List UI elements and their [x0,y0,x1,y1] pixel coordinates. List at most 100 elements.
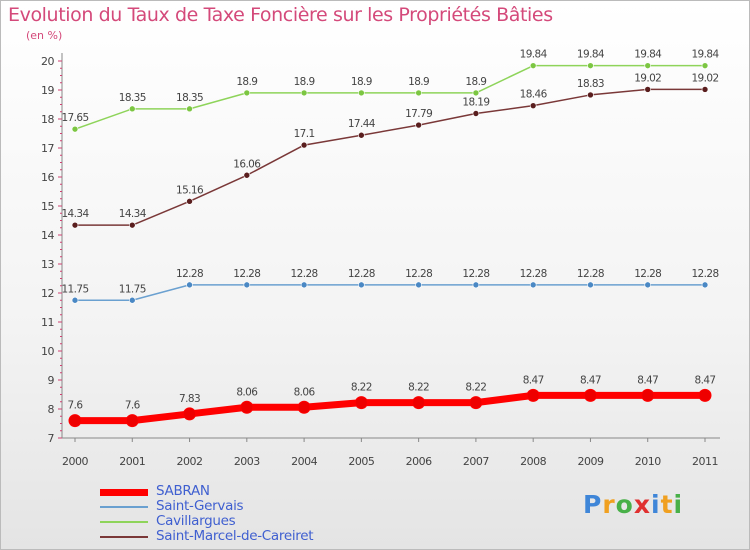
data-point [71,296,79,304]
y-tick-label: 20 [41,55,54,68]
data-point [354,396,368,410]
data-label: 8.47 [637,374,658,386]
data-label: 8.22 [351,382,372,394]
legend-label: Saint-Gervais [156,498,244,514]
data-point [472,281,480,289]
y-tick-label: 19 [41,84,54,97]
x-tick-label: 2006 [406,455,432,468]
data-point [128,105,136,113]
data-point [300,141,308,149]
x-tick-label: 2010 [635,455,661,468]
data-point [526,388,540,402]
data-label: 11.75 [119,283,146,295]
legend-swatch [100,521,148,523]
data-label: 18.46 [520,89,548,101]
chart-unit-label: (en %) [26,29,63,42]
data-point [68,414,82,428]
x-tick-label: 2004 [291,455,317,468]
data-point [587,281,594,289]
data-point [71,221,79,229]
proxiti-logo: Proxiti [583,490,683,519]
chart-axes: 7 8 9 10 11 12 13 14 15 16 17 18 19 20 2000 2001 2002 200… [41,53,720,468]
series-line [74,64,706,130]
data-point [583,388,597,402]
data-point [240,400,254,414]
data-point [358,131,365,139]
data-point [186,198,193,205]
data-point [415,121,422,129]
data-point [183,407,197,421]
logo-letter: r [602,490,616,519]
x-tick-label: 2011 [692,455,718,468]
y-tick-label: 8 [48,403,55,416]
data-label: 18.19 [462,96,489,108]
data-point [644,62,652,69]
x-tick-label: 2003 [234,455,260,468]
data-point [469,396,483,410]
data-label: 12.28 [291,268,318,280]
data-point [243,171,251,179]
data-label: 12.28 [176,268,203,280]
data-point [529,281,537,289]
data-label: 12.28 [520,268,547,280]
data-point [472,110,480,117]
y-tick-label: 7 [48,432,55,445]
x-tick-label: 2008 [520,455,546,468]
data-labels: 11.75 11.75 12.28 12.28 12.28 12.28 12.28 12.28… [61,49,720,412]
data-label: 19.84 [520,49,548,61]
y-tick-label: 12 [41,287,54,300]
data-point [243,281,251,289]
data-label: 12.28 [462,268,489,280]
data-label: 18.83 [577,78,604,90]
data-point [698,388,712,402]
series-line [71,391,709,425]
data-point [128,296,136,304]
series-saint-gervais [71,281,709,304]
legend-swatch [100,488,148,496]
y-tick-label: 18 [41,113,54,126]
logo-letter: i [651,490,661,519]
data-label: 12.28 [405,268,432,280]
data-label: 8.22 [465,382,486,394]
data-label: 17.44 [348,118,376,130]
logo-letter: t [660,490,674,519]
data-point [358,281,365,289]
y-tick-label: 16 [41,171,54,184]
data-label: 18.9 [465,76,486,88]
data-label: 8.06 [236,386,258,398]
x-tick-label: 2009 [577,455,603,468]
data-label: 12.28 [634,268,661,280]
data-point [644,86,652,93]
legend-label: Saint-Marcel-de-Careiret [156,528,314,544]
y-tick-label: 14 [41,229,54,242]
logo-letter: x [633,490,651,519]
data-point [125,414,139,428]
data-label: 7.6 [68,400,84,412]
series-line [74,284,706,301]
data-label: 17.79 [405,108,432,120]
y-tick-label: 10 [41,345,54,358]
data-label: 19.84 [634,49,662,61]
legend-label: SABRAN [156,483,210,499]
series-line [74,88,706,226]
data-point [641,388,655,402]
data-point [701,86,709,93]
x-tick-label: 2005 [348,455,374,468]
data-point [297,400,311,414]
data-label: 18.9 [351,76,372,88]
data-label: 7.83 [179,393,200,405]
data-point [529,62,537,69]
x-tick-label: 2000 [62,455,88,468]
data-point [701,62,709,69]
data-point [644,281,652,289]
data-label: 12.28 [233,268,260,280]
data-point [71,125,79,133]
data-label: 17.65 [61,112,88,124]
legend-swatch [100,506,148,508]
data-point [529,102,537,109]
data-label: 15.16 [176,184,204,196]
data-point [128,221,136,229]
y-tick-label: 15 [41,200,54,213]
data-point [701,281,709,289]
legend-label: Cavillargues [156,513,236,529]
